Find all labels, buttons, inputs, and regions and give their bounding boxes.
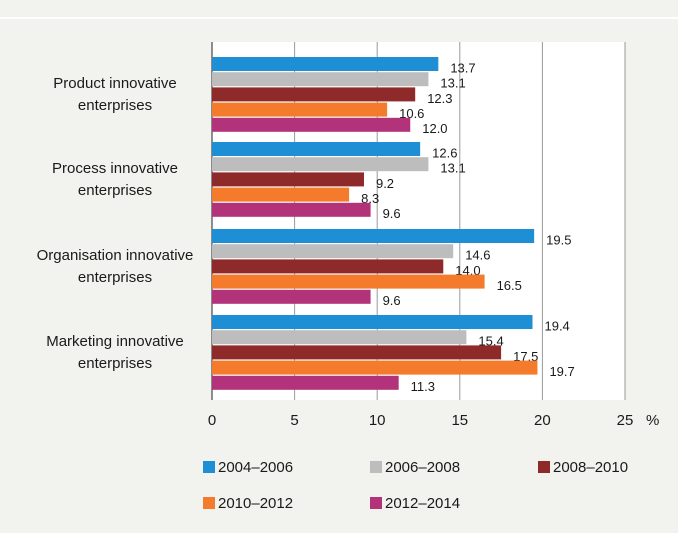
value-label: 14.0 (455, 263, 480, 278)
value-label: 19.7 (549, 364, 574, 379)
value-label: 9.2 (376, 176, 394, 191)
legend-label: 2012–2014 (385, 495, 460, 512)
bar (212, 274, 485, 289)
legend-swatch (370, 497, 382, 509)
category-label: Marketing innovative enterprises (46, 333, 184, 372)
category-label: Organisation innovative enterprises (37, 247, 194, 286)
category-label: Product innovative enterprises (53, 75, 176, 114)
legend-label: 2004–2006 (218, 459, 293, 476)
value-label: 9.6 (383, 293, 401, 308)
bar (212, 117, 411, 132)
value-label: 9.6 (383, 206, 401, 221)
bar (212, 142, 421, 156)
legend-swatch (203, 461, 215, 473)
x-tick-label: 0 (208, 412, 216, 429)
value-label: 16.5 (497, 278, 522, 293)
value-label: 13.1 (440, 161, 465, 176)
bar (212, 345, 502, 360)
value-label: 11.3 (411, 379, 435, 394)
value-label: 12.0 (422, 121, 447, 136)
bar (212, 244, 454, 259)
x-tick-label: 5 (290, 412, 298, 429)
legend-label: 2010–2012 (218, 495, 293, 512)
legend-label: 2006–2008 (385, 459, 460, 476)
legend-swatch (370, 461, 382, 473)
value-label: 12.6 (432, 145, 457, 160)
legend-swatch (203, 497, 215, 509)
x-tick-label: 20 (534, 412, 551, 429)
x-unit: % (646, 412, 659, 429)
bar (212, 102, 388, 117)
x-tick-label: 25 (617, 412, 634, 429)
value-label: 14.6 (465, 248, 490, 263)
bar (212, 202, 371, 217)
category-label: Process innovative enterprises (52, 160, 178, 199)
bar (212, 259, 444, 274)
value-label: 17.5 (513, 349, 538, 364)
value-label: 15.4 (478, 334, 503, 349)
value-label: 13.1 (440, 76, 465, 91)
bar (212, 289, 371, 304)
x-tick-label: 15 (451, 412, 468, 429)
bar (212, 87, 416, 102)
x-tick-label: 10 (369, 412, 386, 429)
value-label: 8.3 (361, 191, 379, 206)
bar (212, 157, 429, 172)
bar (212, 375, 399, 390)
bar (212, 172, 364, 187)
value-label: 19.4 (544, 318, 569, 333)
bar (212, 315, 533, 329)
bar (212, 330, 467, 345)
bar (212, 360, 538, 375)
value-label: 12.3 (427, 91, 452, 106)
value-label: 13.7 (450, 60, 475, 75)
bar (212, 229, 535, 243)
bar (212, 72, 429, 87)
bar (212, 187, 350, 202)
bar (212, 57, 439, 71)
legend-label: 2008–2010 (553, 459, 628, 476)
value-label: 10.6 (399, 106, 424, 121)
value-label: 19.5 (546, 232, 571, 247)
legend-swatch (538, 461, 550, 473)
